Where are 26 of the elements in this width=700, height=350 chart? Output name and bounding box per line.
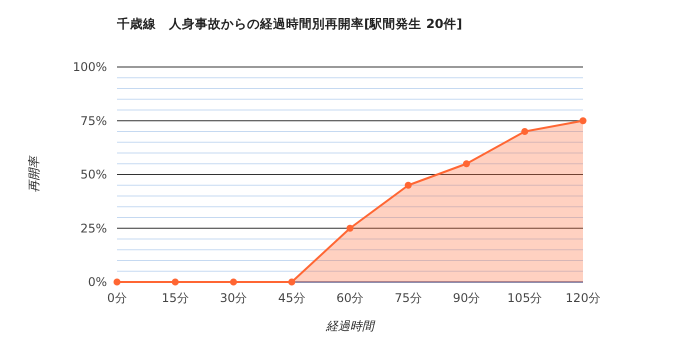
y-axis-title: 再開率 [27, 154, 41, 192]
y-tick-label: 25% [80, 221, 107, 236]
point [521, 128, 528, 135]
x-tick-label: 0分 [107, 291, 127, 305]
x-tick-label: 120分 [566, 291, 600, 305]
point [580, 117, 586, 124]
point [346, 224, 354, 232]
y-tick-label: 100% [72, 60, 107, 74]
x-tick-label: 60分 [336, 291, 364, 305]
x-tick-label: 90分 [452, 291, 480, 305]
point [463, 160, 470, 168]
y-tick-label: 50% [80, 168, 107, 182]
point [404, 182, 412, 189]
x-tick-label: 45分 [278, 291, 306, 305]
x-axis-title: 経過時間 [325, 319, 376, 333]
x-tick-label: 30分 [220, 291, 248, 305]
y-tick-label: 0% [88, 275, 107, 289]
point [114, 278, 120, 286]
point [172, 278, 179, 286]
x-tick-label: 105分 [507, 291, 542, 305]
x-tick-label: 75分 [394, 291, 422, 305]
x-tick-label: 15分 [162, 291, 189, 305]
point [288, 278, 296, 286]
chart-title: 千歳線 人身事故からの経過時間別再開率[駅間発生 20件] [116, 16, 462, 31]
y-tick-label: 75% [80, 114, 107, 128]
point [230, 278, 237, 286]
